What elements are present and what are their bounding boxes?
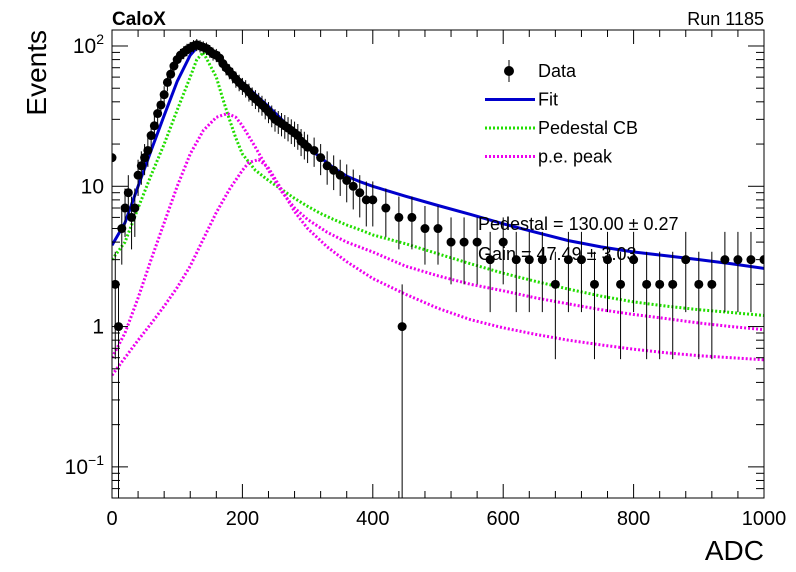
data-point [550,279,560,289]
data-point [589,279,599,289]
legend-label: Pedestal CB [538,118,638,138]
y-tick-label: 1 [92,316,104,339]
data-point [381,203,391,213]
gain-readout: Gain = 47.49 ± 3.03 [478,244,637,264]
data-point [355,188,365,198]
data-point [681,255,691,265]
data-point [166,69,176,79]
experiment-label: CaloX [112,9,166,30]
x-tick-label: 600 [487,508,520,530]
series-p-e-peak-3 [112,157,764,377]
legend-label: Fit [538,90,558,110]
y-axis-title: Events [21,30,52,116]
data-point [407,212,417,222]
y-tick-label: 102 [73,31,104,58]
data-point [133,170,143,180]
series-p-e-peak-2 [112,111,764,359]
data-point [707,279,717,289]
data-point [127,212,137,222]
data-point [342,175,352,185]
x-tick-label: 0 [106,508,117,530]
data-point [642,279,652,289]
data-point [368,195,378,205]
legend: Data Fit Pedestal CB p.e. peak [485,60,638,167]
plot-frame [111,29,765,499]
legend-marker-data [504,66,514,76]
data-point [140,153,150,163]
data-point [472,237,482,247]
data-point [629,255,639,265]
data-point [309,145,319,155]
data-point [117,224,127,234]
data-points [112,39,764,498]
y-tick-label: 10 [81,175,104,198]
data-point [130,203,140,213]
data-point [156,100,166,110]
data-point [420,224,430,234]
x-tick-label: 1000 [742,508,787,530]
data-point [459,237,469,247]
data-point [576,255,586,265]
data-point [511,255,521,265]
data-point [537,255,547,265]
pedestal-readout: Pedestal = 130.00 ± 0.27 [478,214,679,234]
x-tick-label: 800 [617,508,650,530]
data-point [329,165,339,175]
data-point [720,255,730,265]
data-point [162,77,172,87]
data-point [616,279,626,289]
data-point [322,161,332,171]
data-point [733,255,743,265]
x-axis-title: ADC [705,535,764,566]
data-point [146,131,156,141]
data-point [485,255,495,265]
series-pedestal-cb-1 [112,49,764,317]
data-point [655,279,665,289]
data-point [153,109,163,119]
legend-label: Data [538,61,577,81]
data-point [348,181,358,191]
data-point [159,90,169,100]
run-label: Run 1185 [687,9,764,29]
data-point [394,212,404,222]
data-point [120,203,130,213]
x-axis: 0 200 400 600 800 1000 [106,30,786,530]
data-point [746,255,756,265]
data-point [136,161,146,171]
data-point [694,279,704,289]
y-axis: 10−1 1 10 102 [65,31,764,499]
data-point [335,170,345,180]
data-point [361,195,371,205]
data-point [498,237,508,247]
fit-curves [112,45,764,377]
data-point [563,255,573,265]
data-point [143,145,153,155]
data-point [149,121,159,131]
data-point [603,255,613,265]
data-point [123,188,133,198]
data-point [433,224,443,234]
legend-label: p.e. peak [538,147,613,167]
data-point [446,237,456,247]
data-point [668,279,678,289]
x-tick-label: 200 [226,508,259,530]
x-tick-label: 400 [356,508,389,530]
data-point [316,153,326,163]
y-tick-label: 10−1 [65,452,105,479]
data-point [112,153,117,163]
data-point [397,322,407,332]
data-point [524,255,534,265]
